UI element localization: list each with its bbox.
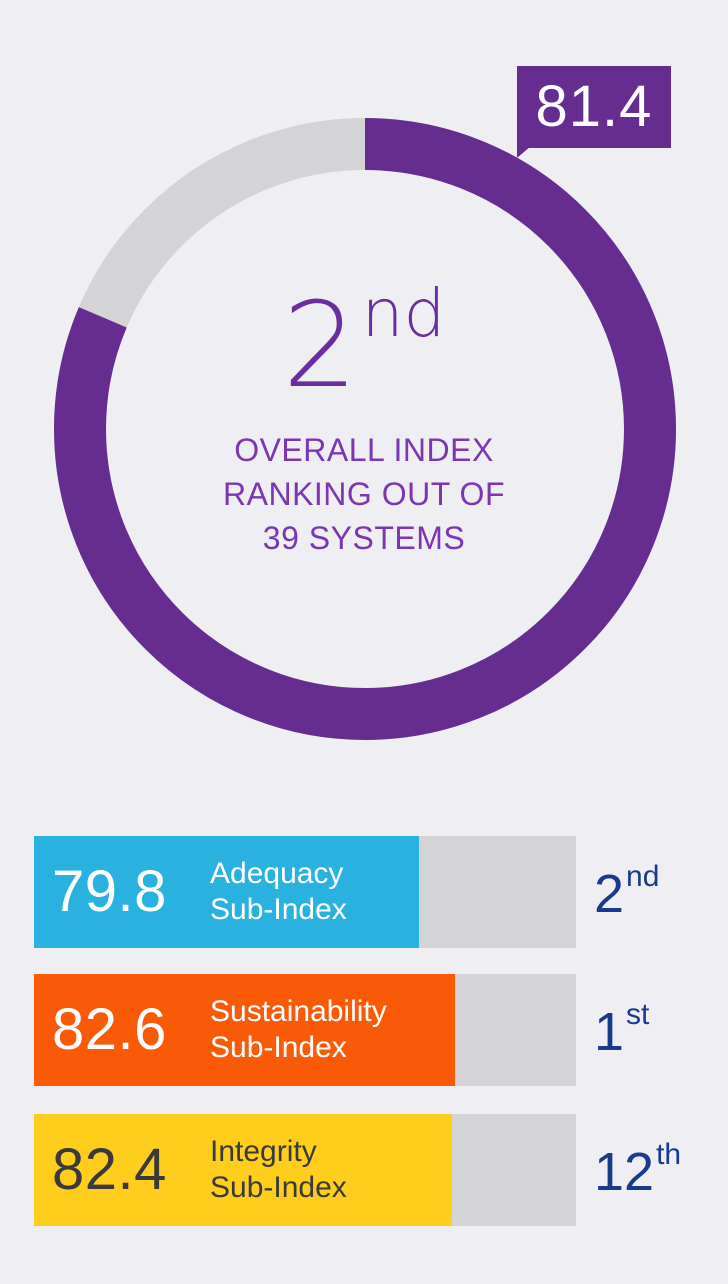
label-line-1: Integrity bbox=[210, 1135, 317, 1168]
label-line-2: Sub-Index bbox=[210, 1031, 347, 1064]
rank-number: 12 bbox=[594, 1142, 655, 1202]
rank-number: 2 bbox=[594, 864, 625, 924]
caption-line-1: OVERALL INDEX bbox=[234, 432, 494, 468]
rank-suffix: th bbox=[656, 1138, 682, 1171]
overall-rank-suffix: nd bbox=[361, 275, 446, 352]
rank-suffix: nd bbox=[626, 860, 660, 893]
bar-category-label: Adequacy Sub-Index bbox=[210, 856, 347, 928]
overall-rank-caption: OVERALL INDEX RANKING OUT OF 39 SYSTEMS bbox=[0, 428, 728, 560]
subindex-rank: 2nd bbox=[594, 860, 659, 933]
bar-value-label: 82.6 bbox=[52, 997, 167, 1062]
bar-value-label: 79.8 bbox=[52, 859, 167, 924]
donut-score-arc bbox=[54, 118, 676, 740]
bar-category-label: Sustainability Sub-Index bbox=[210, 994, 387, 1066]
rank-suffix: st bbox=[626, 998, 650, 1031]
label-line-2: Sub-Index bbox=[210, 1171, 347, 1204]
rank-number: 1 bbox=[594, 1002, 625, 1062]
bar-adequacy bbox=[34, 836, 419, 948]
caption-line-3: 39 SYSTEMS bbox=[262, 520, 466, 556]
bar-integrity bbox=[34, 1114, 452, 1226]
label-line-2: Sub-Index bbox=[210, 893, 347, 926]
overall-score-callout: 81.4 bbox=[517, 66, 671, 158]
bar-value-label: 82.4 bbox=[52, 1137, 167, 1202]
bar-category-label: Integrity Sub-Index bbox=[210, 1134, 347, 1206]
overall-score-value: 81.4 bbox=[535, 74, 653, 139]
subindex-rank: 1st bbox=[594, 998, 649, 1071]
bar-sustainability bbox=[34, 974, 455, 1086]
overall-donut-chart bbox=[54, 118, 676, 740]
label-line-1: Adequacy bbox=[210, 857, 344, 890]
subindex-row-sustainability: 82.6 Sustainability Sub-Index 1st bbox=[34, 974, 728, 1086]
label-line-1: Sustainability bbox=[210, 995, 387, 1028]
subindex-row-adequacy: 79.8 Adequacy Sub-Index 2nd bbox=[34, 836, 728, 948]
caption-line-2: RANKING OUT OF bbox=[223, 476, 505, 512]
overall-rank-number: 2 bbox=[282, 276, 358, 414]
subindex-row-integrity: 82.4 Integrity Sub-Index 12th bbox=[34, 1114, 728, 1226]
overall-rank: 2nd bbox=[0, 275, 728, 429]
subindex-rank: 12th bbox=[594, 1138, 681, 1211]
